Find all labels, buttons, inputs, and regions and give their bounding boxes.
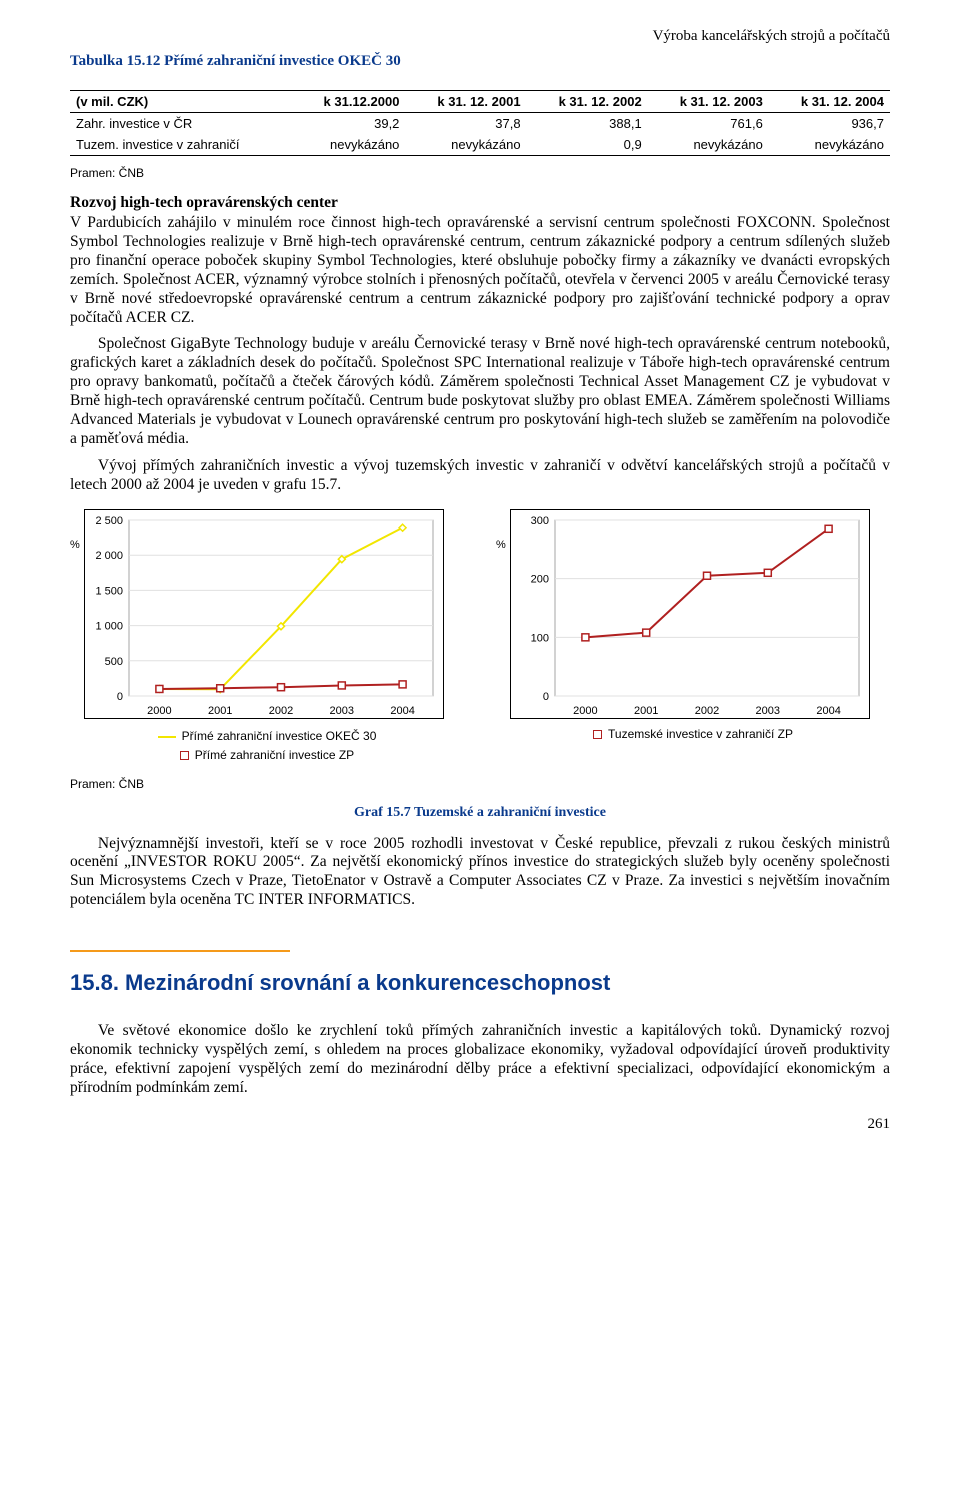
table-caption: Tabulka 15.12 Přímé zahraniční investice… (70, 53, 890, 70)
svg-text:2004: 2004 (816, 705, 840, 717)
col-header: k 31. 12. 2004 (769, 91, 890, 113)
legend-marker (158, 736, 176, 738)
svg-text:2001: 2001 (634, 705, 658, 717)
svg-text:300: 300 (530, 515, 548, 527)
col-header: k 31. 12. 2003 (648, 91, 769, 113)
svg-text:1 500: 1 500 (95, 585, 123, 597)
legend-label: Přímé zahraniční investice ZP (195, 746, 354, 765)
chart-left-box: % 0 500 1 000 1 500 2 000 2 500 2000 2001 2002 20… (70, 509, 464, 767)
chart-right: 0 100 200 300 2000 2001 2002 2003 2004 (510, 509, 870, 719)
legend-item: Přímé zahraniční investice OKEČ 30 (158, 727, 377, 746)
cell: 936,7 (769, 113, 890, 135)
col-header: k 31. 12. 2002 (527, 91, 648, 113)
figure-caption: Graf 15.7 Tuzemské a zahraniční investic… (70, 805, 890, 821)
y-axis-label: % (70, 509, 84, 551)
table-source: Pramen: ČNB (70, 166, 890, 180)
svg-text:2 000: 2 000 (95, 550, 123, 562)
cell: 388,1 (527, 113, 648, 135)
paragraph: Vývoj přímých zahraničních investic a vý… (70, 457, 890, 495)
y-axis-label: % (496, 509, 510, 551)
page-number: 261 (70, 1116, 890, 1133)
cell: nevykázáno (769, 134, 890, 156)
svg-text:2003: 2003 (755, 705, 779, 717)
cell: nevykázáno (648, 134, 769, 156)
table-header-row: (v mil. CZK) k 31.12.2000 k 31. 12. 2001… (70, 91, 890, 113)
page: Výroba kancelářských strojů a počítačů T… (0, 0, 960, 1173)
svg-text:2000: 2000 (147, 705, 171, 717)
paragraph: Nejvýznamnější investoři, kteří se v roc… (70, 835, 890, 911)
chart-left-legend: Přímé zahraniční investice OKEČ 30 Přímé… (70, 725, 464, 767)
paragraph: Společnost GigaByte Technology buduje v … (70, 335, 890, 448)
svg-text:1 000: 1 000 (95, 620, 123, 632)
cell: Zahr. investice v ČR (70, 113, 294, 135)
svg-text:100: 100 (530, 632, 548, 644)
chart-right-legend: Tuzemské investice v zahraničí ZP (496, 725, 890, 745)
legend-marker (180, 751, 189, 760)
chart-left: 0 500 1 000 1 500 2 000 2 500 2000 2001 2002 2003… (84, 509, 444, 719)
cell: 0,9 (527, 134, 648, 156)
section-separator (70, 950, 290, 952)
data-table: (v mil. CZK) k 31.12.2000 k 31. 12. 2001… (70, 90, 890, 156)
svg-text:2003: 2003 (329, 705, 353, 717)
paragraph: Ve světové ekonomice došlo ke zrychlení … (70, 1022, 890, 1098)
svg-text:2002: 2002 (269, 705, 293, 717)
svg-text:2000: 2000 (573, 705, 597, 717)
cell: Tuzem. investice v zahraničí (70, 134, 294, 156)
legend-item: Přímé zahraniční investice ZP (180, 746, 354, 765)
col-header: (v mil. CZK) (70, 91, 294, 113)
table-row: Zahr. investice v ČR 39,2 37,8 388,1 761… (70, 113, 890, 135)
table-row: Tuzem. investice v zahraničí nevykázáno … (70, 134, 890, 156)
legend-label: Tuzemské investice v zahraničí ZP (608, 725, 793, 744)
svg-text:2001: 2001 (208, 705, 232, 717)
subhead: Rozvoj high-tech opravárenských center (70, 194, 890, 212)
running-head: Výroba kancelářských strojů a počítačů (70, 28, 890, 45)
cell: 761,6 (648, 113, 769, 135)
col-header: k 31.12.2000 (294, 91, 406, 113)
paragraph: V Pardubicích zahájilo v minulém roce či… (70, 214, 890, 327)
svg-text:500: 500 (104, 655, 122, 667)
cell: 37,8 (405, 113, 526, 135)
svg-text:2 500: 2 500 (95, 515, 123, 527)
legend-marker (593, 730, 602, 739)
svg-text:2004: 2004 (390, 705, 414, 717)
legend-label: Přímé zahraniční investice OKEČ 30 (182, 727, 377, 746)
cell: 39,2 (294, 113, 406, 135)
cell: nevykázáno (294, 134, 406, 156)
col-header: k 31. 12. 2001 (405, 91, 526, 113)
chart-source: Pramen: ČNB (70, 777, 890, 791)
section-title: 15.8. Mezinárodní srovnání a konkurences… (70, 970, 890, 996)
charts-row: % 05001 0001 5002 0002 50020002001200220… (70, 509, 890, 767)
cell: nevykázáno (405, 134, 526, 156)
svg-text:0: 0 (543, 691, 549, 703)
svg-text:2002: 2002 (695, 705, 719, 717)
legend-item: Tuzemské investice v zahraničí ZP (593, 725, 793, 744)
chart-right-box: % 0 100 200 300 2000 2001 2002 2003 2004 Tuzemsk… (496, 509, 890, 767)
svg-text:200: 200 (530, 573, 548, 585)
svg-text:0: 0 (117, 691, 123, 703)
